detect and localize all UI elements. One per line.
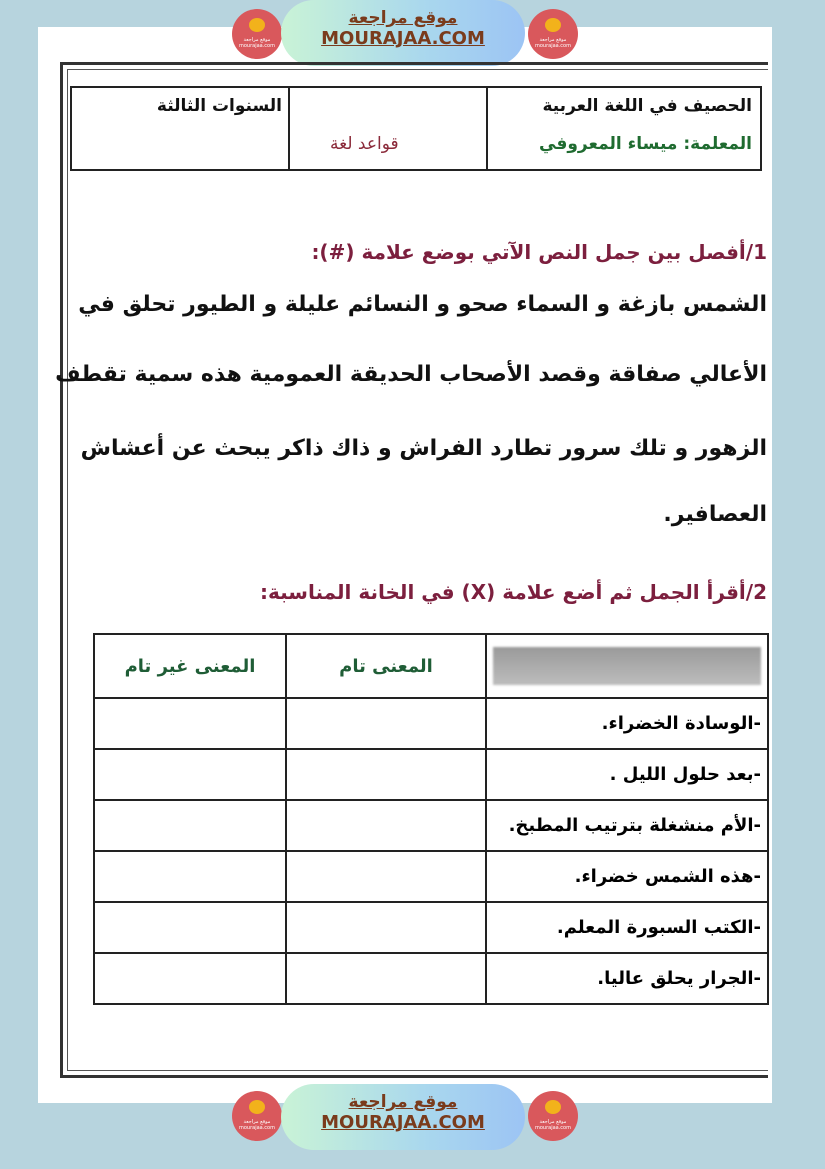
column-incomplete: المعنى غير تام — [93, 633, 287, 699]
answer-cell-complete[interactable] — [285, 799, 487, 852]
header-table: الحصيف في اللغة العربية المعلمة: ميساء ا… — [70, 86, 762, 171]
paragraph-line: الزهور و تلك سرور تطارد الفراش و ذاك ذاك… — [80, 436, 767, 461]
worksheet-title: الحصيف في اللغة العربية — [542, 96, 752, 116]
answer-cell-complete[interactable] — [285, 850, 487, 903]
paragraph-line: العصافير. — [663, 502, 767, 527]
sentence: -الكتب السبورة المعلم. — [485, 901, 769, 954]
blurred-header — [493, 647, 761, 685]
header-subject-cell: قواعد لغة — [288, 88, 486, 169]
grade: السنوات الثالثة — [156, 96, 282, 116]
question-2-title: 2/أقرأ الجمل ثم أضع علامة (X) في الخانة … — [260, 580, 767, 604]
logo-icon: موقع مراجعة mourajaa.com — [528, 9, 578, 59]
table-row: -هذه الشمس خضراء. — [93, 850, 769, 903]
site-name-en: MOURAJAA.COM — [321, 28, 485, 49]
site-name-en: MOURAJAA.COM — [321, 1112, 485, 1133]
sentence: -هذه الشمس خضراء. — [485, 850, 769, 903]
sentence: -الوسادة الخضراء. — [485, 697, 769, 750]
site-link[interactable]: موقع مراجعة MOURAJAA.COM — [281, 0, 525, 66]
site-name-ar: موقع مراجعة — [348, 1092, 458, 1112]
question-1-title: 1/أفصل بين جمل النص الآتي بوضع علامة (#)… — [311, 240, 767, 264]
logo-icon: موقع مراجعة mourajaa.com — [232, 1091, 282, 1141]
paragraph-line: الأعالي صفاقة وقصد الأصحاب الحديقة العمو… — [55, 362, 767, 387]
answer-cell-complete[interactable] — [285, 901, 487, 954]
site-link[interactable]: موقع مراجعة MOURAJAA.COM — [281, 1084, 525, 1150]
table-row: -بعد حلول الليل . — [93, 748, 769, 801]
teacher-name: المعلمة: ميساء المعروفي — [539, 134, 752, 154]
sentence: -الجرار يحلق عاليا. — [485, 952, 769, 1005]
header-grade-cell: السنوات الثالثة — [72, 88, 288, 169]
answer-cell-incomplete[interactable] — [93, 850, 287, 903]
bottom-banner: موقع مراجعة mourajaa.com موقع مراجعة MOU… — [0, 1082, 825, 1152]
answer-cell-complete[interactable] — [285, 748, 487, 801]
subject: قواعد لغة — [330, 134, 399, 154]
table-row: -الأم منشغلة بترتيب المطبخ. — [93, 799, 769, 852]
logo-icon: موقع مراجعة mourajaa.com — [528, 1091, 578, 1141]
header-title-cell: الحصيف في اللغة العربية المعلمة: ميساء ا… — [486, 88, 760, 169]
table-row: -الكتب السبورة المعلم. — [93, 901, 769, 954]
answer-cell-incomplete[interactable] — [93, 697, 287, 750]
answer-cell-incomplete[interactable] — [93, 799, 287, 852]
answer-cell-complete[interactable] — [285, 952, 487, 1005]
page-frame — [60, 62, 768, 1078]
answer-cell-complete[interactable] — [285, 697, 487, 750]
paragraph-line: الشمس بازغة و السماء صحو و النسائم عليلة… — [78, 292, 767, 317]
table-header: المعنى تام المعنى غير تام — [93, 633, 769, 699]
answer-cell-incomplete[interactable] — [93, 952, 287, 1005]
top-banner: موقع مراجعة mourajaa.com موقع مراجعة MOU… — [0, 0, 825, 70]
answer-cell-incomplete[interactable] — [93, 748, 287, 801]
site-name-ar: موقع مراجعة — [348, 8, 458, 28]
sentence: -بعد حلول الليل . — [485, 748, 769, 801]
answer-table: المعنى تام المعنى غير تام -الوسادة الخضر… — [93, 633, 769, 1005]
sentence: -الأم منشغلة بترتيب المطبخ. — [485, 799, 769, 852]
table-row: -الوسادة الخضراء. — [93, 697, 769, 750]
logo-icon: موقع مراجعة mourajaa.com — [232, 9, 282, 59]
table-row: -الجرار يحلق عاليا. — [93, 952, 769, 1005]
answer-cell-incomplete[interactable] — [93, 901, 287, 954]
column-complete: المعنى تام — [285, 633, 487, 699]
